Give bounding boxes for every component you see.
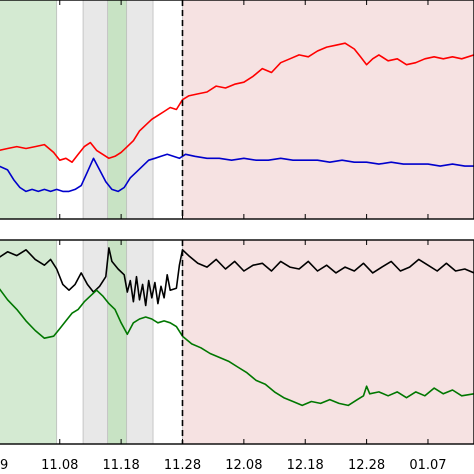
- x-tick-label: 12.18: [287, 458, 324, 473]
- series-line-1: [0, 247, 474, 307]
- x-tick-label: 11.18: [103, 458, 140, 473]
- axes-frame: [0, 239, 474, 445]
- shaded-region-1: [0, 240, 57, 444]
- series-line-1: [0, 42, 474, 163]
- shaded-region-4: [182, 0, 474, 219]
- x-tick-label: 11.28: [164, 458, 201, 473]
- axes-frame: [0, 0, 474, 220]
- x-tick-label: 12.28: [348, 458, 385, 473]
- shaded-region-3: [107, 0, 127, 219]
- top-panel: [0, 0, 474, 220]
- x-tick-label: 11.08: [41, 458, 78, 473]
- shaded-region-4: [182, 240, 474, 444]
- series-line-2: [0, 153, 474, 193]
- x-tick-label: 01.07: [409, 458, 446, 473]
- bottom-panel: [0, 239, 474, 445]
- shaded-region-3: [107, 240, 127, 444]
- x-axis-tick-labels: 9 11.08 11.18 11.28 12.08 12.18 12.28 01.07: [0, 458, 447, 473]
- series-line-2: [0, 288, 474, 407]
- x-tick-label: 12.08: [225, 458, 262, 473]
- shaded-region-1: [0, 0, 57, 219]
- x-tick-label: 9: [0, 458, 8, 473]
